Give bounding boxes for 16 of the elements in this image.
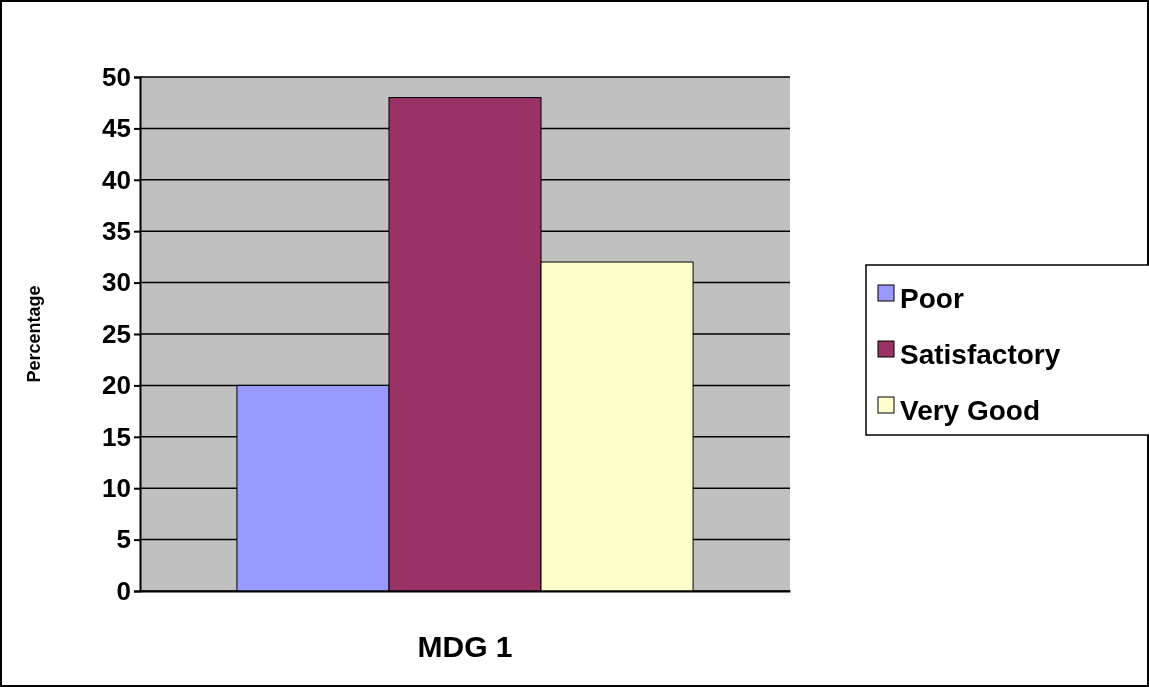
y-axis-title: Percentage	[24, 285, 44, 383]
y-tick-label: 20	[102, 370, 131, 401]
y-tick-label: 0	[116, 575, 131, 606]
y-tick-label: 35	[102, 216, 131, 247]
y-tick-label: 30	[102, 267, 131, 298]
legend-label: Very Good	[900, 395, 1041, 427]
y-tick-label: 5	[116, 524, 131, 555]
x-tick-label: MDG 1	[417, 630, 513, 664]
y-tick-label: 10	[102, 473, 131, 504]
legend-label: Satisfactory	[900, 339, 1061, 371]
y-tick-label: 25	[102, 318, 131, 349]
y-tick-label: 40	[102, 164, 131, 195]
y-tick-label: 50	[102, 61, 131, 92]
y-tick-label: 15	[102, 421, 131, 452]
legend-label: Poor	[900, 283, 964, 315]
y-tick-label: 45	[102, 113, 131, 144]
